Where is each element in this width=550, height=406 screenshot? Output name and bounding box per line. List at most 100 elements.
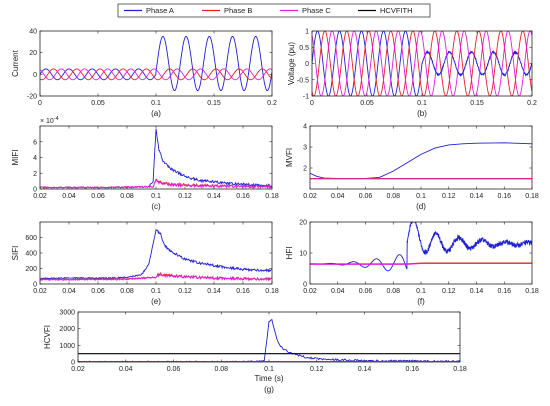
x-tick-label: 0.16 [236, 193, 250, 200]
y-tick-label: -0.5 [297, 77, 309, 84]
x-tick-label: 0.12 [442, 193, 456, 200]
series-line-phase-b [310, 262, 532, 265]
series-line-phase-a [312, 31, 532, 96]
plot-area [310, 222, 532, 272]
plot-area [312, 31, 532, 96]
y-tick-label: 4 [33, 155, 37, 162]
x-tick-label: 0.08 [386, 288, 400, 295]
x-tick-label: 0.12 [442, 288, 456, 295]
plot-area [40, 128, 272, 189]
legend-label: Phase C [302, 6, 331, 15]
chart-panel-g: 0.02 0.04 0.06 0.08 0.1 0.12 0.14 0.16 0.18 0 1000… [43, 310, 467, 395]
axes-frame [309, 125, 533, 190]
x-tick-label: 0.02 [303, 288, 317, 295]
y-tick-label: 2 [303, 166, 307, 173]
chart-panel-c: 0.02 0.04 0.06 0.08 0.1 0.12 0.14 0.16 0.18 0 2 4 6 ×… [11, 116, 279, 211]
axes-frame [77, 311, 461, 363]
legend-label: HCVFITH [380, 6, 413, 15]
x-tick-label: 0.05 [360, 100, 374, 107]
y-tick-label: 0 [71, 360, 75, 367]
y-axis-label: Voltage (pu) [287, 42, 296, 85]
x-tick-label: 0.06 [91, 288, 105, 295]
panel-caption: (e) [151, 297, 161, 306]
x-tick-label: 0.06 [359, 193, 373, 200]
x-tick-label: 0.2 [527, 100, 537, 107]
x-axis-label: Time (s) [254, 374, 283, 383]
legend-item: HCVFITH [358, 6, 413, 15]
y-tick-label: 600 [25, 235, 37, 242]
panel-caption: (f) [417, 297, 425, 306]
x-tick-label: 0.18 [525, 193, 539, 200]
series-line-phase-b [40, 68, 272, 81]
y-axis-label: HCVFI [43, 325, 52, 349]
series-line-phase-c [40, 179, 272, 189]
panel-caption: (c) [151, 202, 161, 211]
x-tick-label: 0.1 [416, 288, 426, 295]
chart-panel-e: 0.02 0.04 0.06 0.08 0.1 0.12 0.14 0.16 0.18 0 200 4… [11, 221, 279, 306]
x-tick-label: 0.14 [207, 288, 221, 295]
series-line-phase-a [40, 35, 272, 92]
plot-area [78, 318, 460, 362]
x-tick-label: 0.1 [417, 100, 427, 107]
y-tick-label: 0 [33, 282, 37, 289]
y-axis-label: MVFI [285, 148, 294, 167]
y-tick-label: 0 [33, 187, 37, 194]
series-line-phase-c [312, 31, 532, 96]
plot-area [310, 142, 532, 180]
x-tick-label: 0.04 [119, 366, 133, 373]
y-axis-label: HFI [285, 247, 294, 260]
x-tick-label: 0.14 [358, 366, 372, 373]
x-tick-label: 0.12 [310, 366, 324, 373]
y-tick-label: 0.5 [299, 45, 309, 52]
plot-area [40, 35, 272, 92]
legend-item: Phase C [280, 6, 331, 15]
y-tick-label: 20 [29, 50, 37, 57]
x-tick-label: 0 [38, 100, 42, 107]
panel-caption: (g) [264, 385, 274, 394]
legend-label: Phase A [146, 6, 174, 15]
x-tick-label: 0.08 [214, 366, 228, 373]
y-tick-label: 400 [25, 251, 37, 258]
x-tick-label: 0.04 [331, 193, 345, 200]
x-tick-label: 0.02 [303, 193, 317, 200]
x-tick-label: 0.15 [470, 100, 484, 107]
x-tick-label: 0.06 [167, 366, 181, 373]
y-tick-label: 3 [303, 145, 307, 152]
x-tick-label: 0.04 [331, 288, 345, 295]
x-tick-label: 0.18 [265, 193, 279, 200]
y-axis-label: SIFI [11, 246, 20, 261]
series-line-phase-c [40, 272, 272, 282]
x-tick-label: 0.06 [359, 288, 373, 295]
x-tick-label: 0.16 [497, 193, 511, 200]
y-tick-label: 10 [299, 251, 307, 258]
series-line-phase-b [312, 31, 532, 96]
series-line-phase-a [78, 318, 460, 362]
series-line-phase-c [40, 68, 272, 81]
x-tick-label: 0.08 [120, 193, 134, 200]
panel-caption: (b) [417, 109, 427, 118]
series-line-phase-a [310, 142, 532, 179]
y-tick-label: 3000 [59, 310, 75, 317]
y-tick-label: 2000 [59, 326, 75, 333]
y-tick-label: -20 [27, 94, 37, 101]
x-tick-label: 0.04 [62, 288, 76, 295]
x-tick-label: 0.16 [497, 288, 511, 295]
x-tick-label: 0.15 [207, 100, 221, 107]
x-tick-label: 0.16 [405, 366, 419, 373]
x-tick-label: 0.1 [416, 193, 426, 200]
plot-area [40, 228, 272, 282]
y-tick-label: 0 [305, 61, 309, 68]
chart-panel-b: 0 0.05 0.1 0.15 0.2 -1 -0.5 0 0.5 1 Voltage (pu) (b… [287, 29, 537, 119]
x-tick-label: 0.14 [470, 288, 484, 295]
x-tick-label: 0.12 [178, 193, 192, 200]
y-tick-label: 6 [33, 139, 37, 146]
x-tick-label: 0.12 [178, 288, 192, 295]
y-axis-label: MIFI [11, 150, 20, 166]
y-tick-label: 0 [33, 72, 37, 79]
x-tick-label: 0.18 [453, 366, 467, 373]
x-tick-label: 0.1 [151, 288, 161, 295]
y-tick-label: 1000 [59, 343, 75, 350]
x-tick-label: 0.2 [267, 100, 277, 107]
x-tick-label: 0.18 [265, 288, 279, 295]
